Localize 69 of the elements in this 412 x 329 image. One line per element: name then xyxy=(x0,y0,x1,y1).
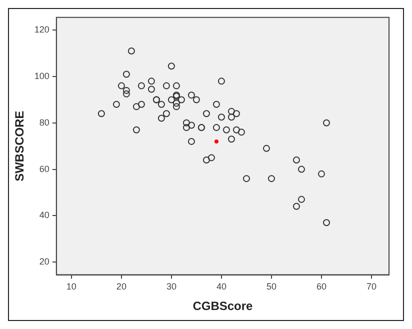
point xyxy=(158,100,165,108)
point xyxy=(128,48,135,55)
x-axis-title: CGBScore xyxy=(192,299,254,314)
point xyxy=(268,175,275,182)
point xyxy=(172,82,180,90)
point xyxy=(148,86,155,93)
point xyxy=(158,114,165,122)
point xyxy=(138,100,145,108)
point xyxy=(228,136,235,143)
point xyxy=(112,100,120,108)
point xyxy=(182,119,190,126)
point xyxy=(178,96,185,104)
y-axis-title: SWBSCORE xyxy=(12,110,27,182)
y-tick-label: 100 xyxy=(34,71,50,82)
point xyxy=(292,156,300,164)
point xyxy=(218,114,225,121)
y-tick-label: 40 xyxy=(39,210,50,220)
point xyxy=(298,196,305,203)
point xyxy=(122,70,130,78)
point xyxy=(182,124,190,132)
point xyxy=(322,119,330,126)
point xyxy=(148,78,155,85)
x-tick-label: 10 xyxy=(66,282,76,292)
point xyxy=(122,90,130,98)
point xyxy=(214,139,218,144)
point xyxy=(138,82,145,90)
point xyxy=(188,92,195,99)
point xyxy=(122,86,130,94)
point xyxy=(132,126,140,134)
x-tick-label: 50 xyxy=(266,282,276,292)
point xyxy=(262,144,270,152)
point xyxy=(238,128,245,136)
point xyxy=(228,114,235,121)
point xyxy=(322,219,330,226)
point xyxy=(188,138,195,145)
point xyxy=(98,110,105,118)
point xyxy=(118,82,125,90)
x-tick-label: 20 xyxy=(116,282,126,292)
x-tick-label: 70 xyxy=(366,282,377,292)
point xyxy=(172,100,180,107)
point xyxy=(232,126,240,134)
point xyxy=(232,110,240,118)
point xyxy=(212,100,220,108)
point xyxy=(242,175,250,182)
point xyxy=(298,166,305,173)
point xyxy=(228,108,235,115)
point xyxy=(192,96,200,104)
point xyxy=(212,124,220,132)
point xyxy=(202,110,210,118)
point xyxy=(318,170,325,178)
y-tick-label: 120 xyxy=(34,24,50,35)
y-tick-label: 60 xyxy=(39,164,50,174)
point xyxy=(132,103,140,110)
point xyxy=(172,103,180,110)
point xyxy=(162,110,170,118)
y-tick-label: 80 xyxy=(39,117,50,128)
point xyxy=(168,62,175,70)
x-tick-label: 40 xyxy=(216,282,226,292)
x-tick-label: 30 xyxy=(166,282,176,292)
point xyxy=(162,82,170,90)
point xyxy=(222,126,230,134)
point xyxy=(188,122,195,129)
y-tick-label: 20 xyxy=(39,256,50,267)
x-tick-label: 60 xyxy=(316,282,326,292)
point xyxy=(202,156,210,164)
point xyxy=(168,96,175,104)
point xyxy=(218,78,225,85)
point xyxy=(208,154,215,162)
point xyxy=(292,202,300,210)
